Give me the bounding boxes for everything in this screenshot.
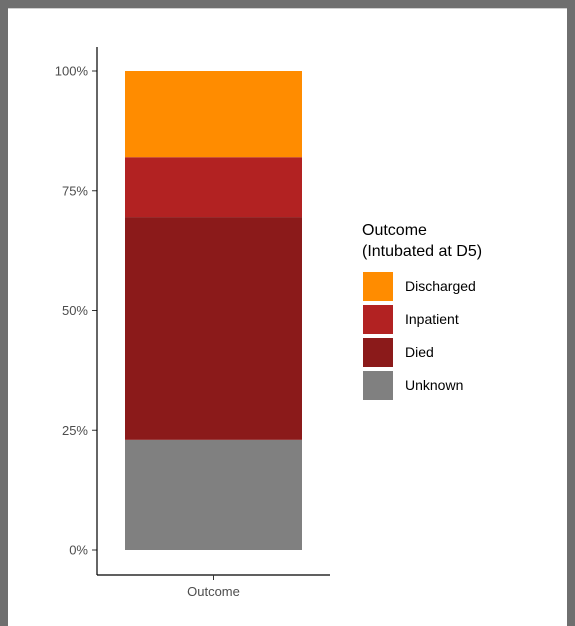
legend-title-line1: Outcome — [362, 222, 427, 239]
bar-segment-discharged — [125, 71, 302, 158]
legend-label-died: Died — [405, 344, 434, 360]
bar-segments — [125, 71, 302, 550]
y-tick-label: 25% — [62, 423, 88, 438]
y-tick-label: 50% — [62, 303, 88, 318]
legend-title-line2: (Intubated at D5) — [362, 243, 482, 260]
y-tick-label: 100% — [55, 64, 89, 79]
legend-swatch-inpatient — [363, 305, 393, 334]
y-tick-label: 0% — [69, 543, 88, 558]
legend-swatch-discharged — [363, 272, 393, 301]
legend-label-unknown: Unknown — [405, 377, 463, 393]
legend-swatch-unknown — [363, 371, 393, 400]
x-tick-label: Outcome — [187, 584, 240, 599]
legend-swatch-died — [363, 338, 393, 367]
y-tick-label: 75% — [62, 183, 88, 198]
chart-frame: 0% 25% 50% 75% 100% Outcome Outcome (Intubat… — [8, 8, 567, 626]
legend-items: Discharged Inpatient Died Unknown — [363, 272, 476, 400]
bar-segment-died — [125, 217, 302, 440]
y-axis-ticks: 0% 25% 50% 75% 100% — [55, 64, 97, 558]
legend-label-discharged: Discharged — [405, 278, 476, 294]
stacked-bar-chart: 0% 25% 50% 75% 100% Outcome Outcome (Intubat… — [55, 47, 482, 599]
legend-label-inpatient: Inpatient — [405, 311, 459, 327]
x-axis-ticks: Outcome — [187, 575, 240, 599]
bar-segment-inpatient — [125, 157, 302, 218]
legend: Outcome (Intubated at D5) Discharged Inpa… — [362, 222, 482, 400]
bar-segment-unknown — [125, 439, 302, 550]
